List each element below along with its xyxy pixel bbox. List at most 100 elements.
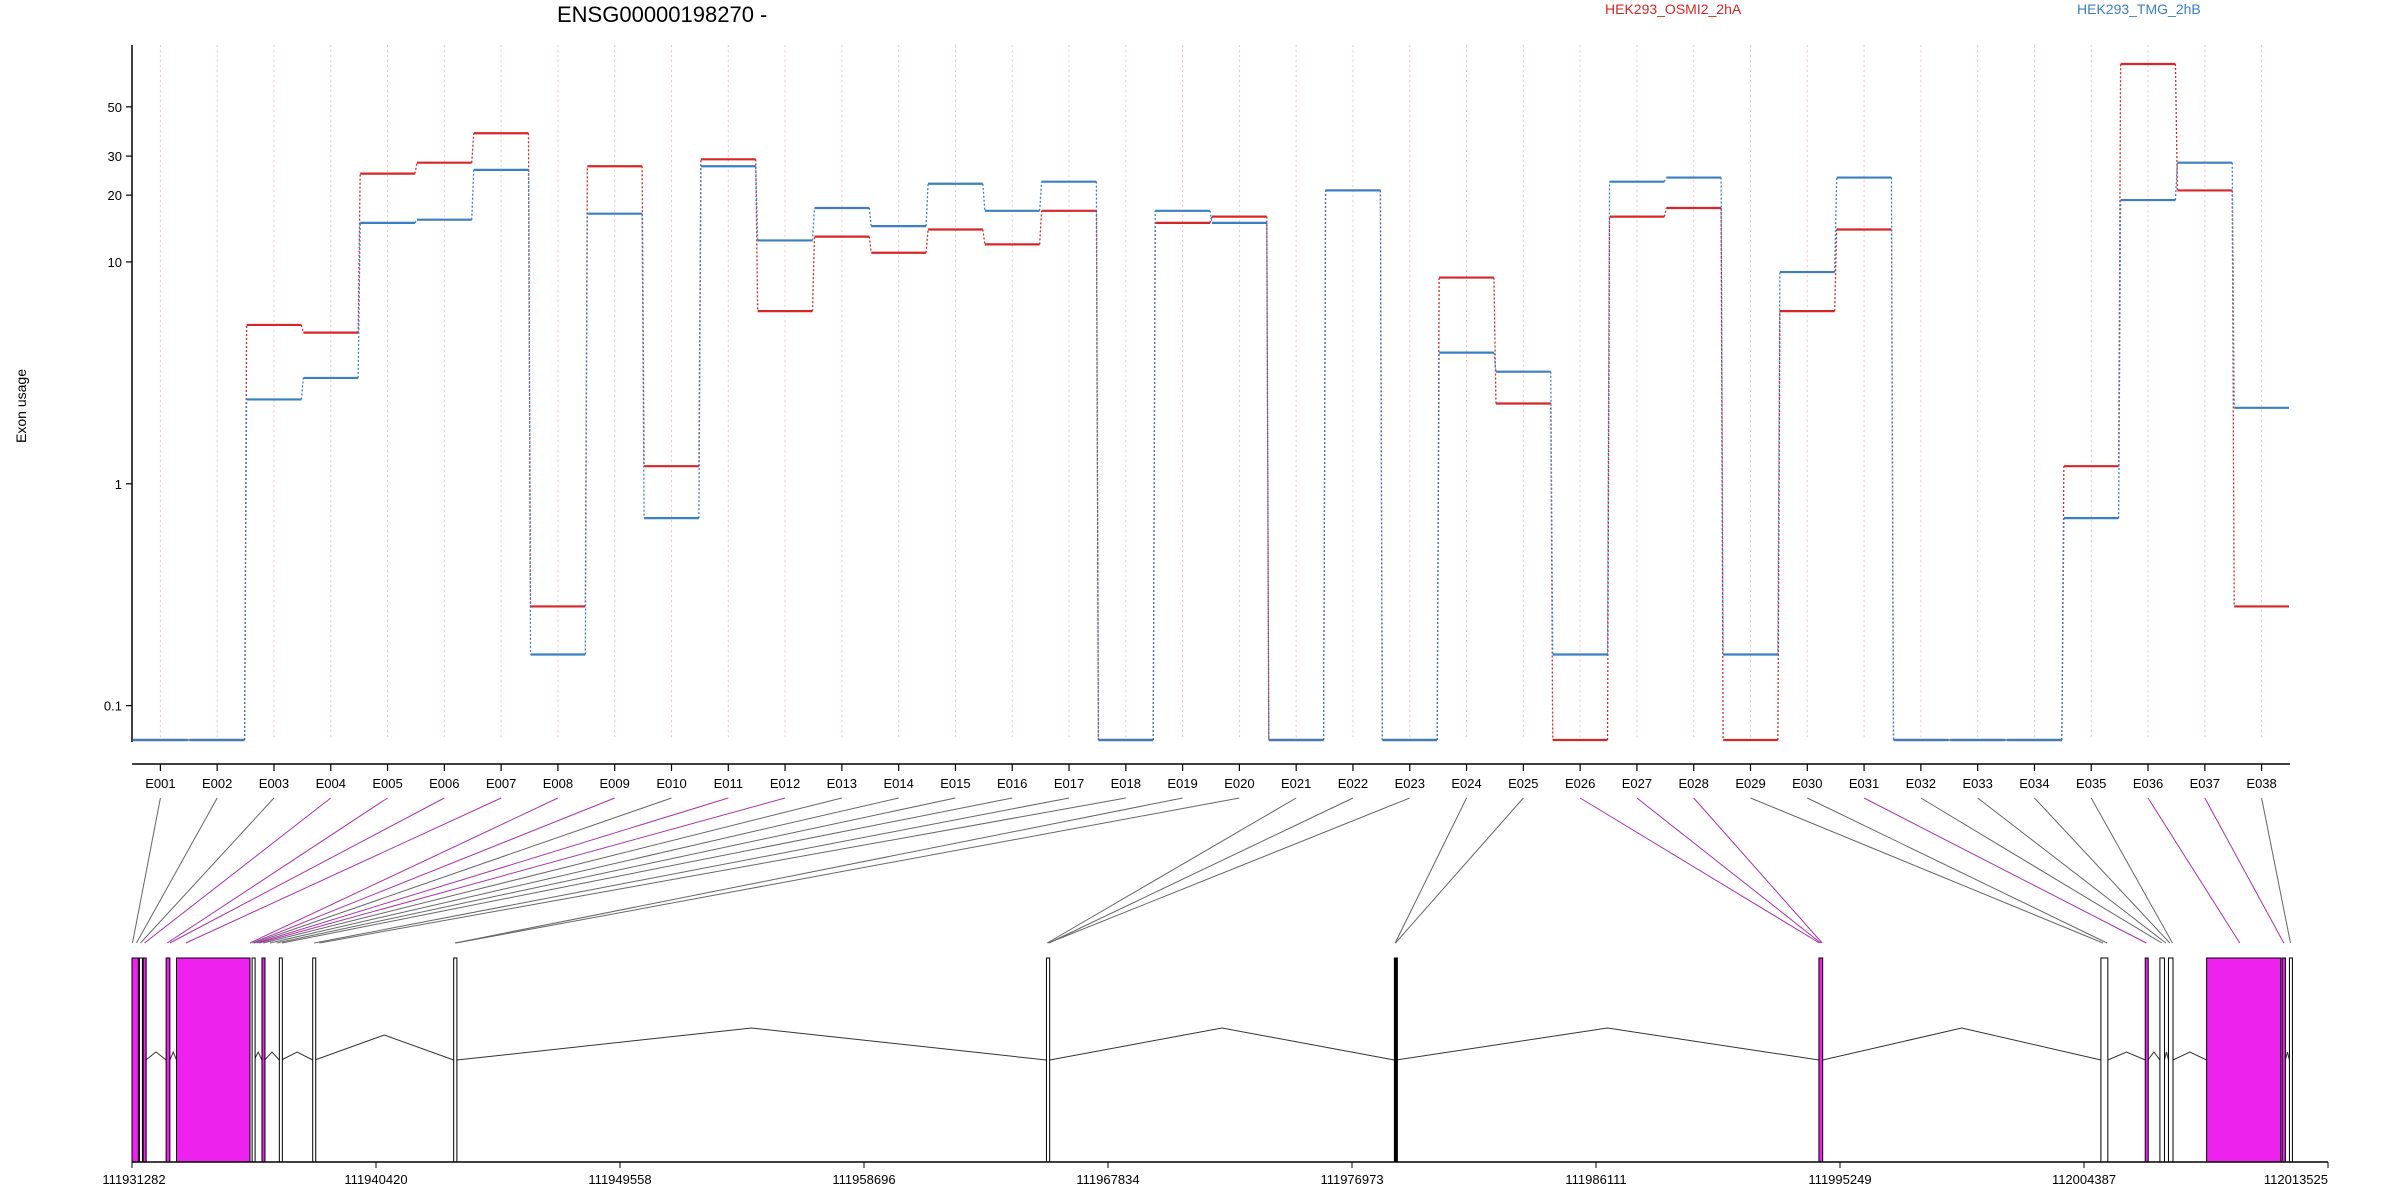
- exon-connector: [1863, 797, 2147, 944]
- exon-connector: [456, 797, 1240, 944]
- exon-connector: [185, 797, 502, 944]
- x-tick-label: E029: [1735, 776, 1765, 791]
- intron: [456, 1027, 1047, 1061]
- series-2-link: [1890, 177, 1895, 741]
- series-1-link: [982, 229, 986, 245]
- series-1-link: [357, 173, 361, 333]
- exon-connector: [1636, 797, 1822, 944]
- y-tick-label: 0.1: [104, 699, 122, 714]
- x-tick-label: E011: [714, 776, 743, 791]
- series-2-link: [1152, 210, 1156, 741]
- x-tick-label: E026: [1565, 776, 1595, 791]
- genomic-tick-label: 112004387: [2052, 1172, 2116, 1187]
- x-tick-label: E022: [1338, 776, 1368, 791]
- series-2-link: [868, 207, 872, 227]
- series-1-link: [1038, 210, 1043, 245]
- x-tick-label: E034: [2019, 776, 2049, 791]
- series-1-link: [925, 229, 929, 253]
- gene-model: [131, 957, 2293, 1163]
- legend-series-1: HEK293_OSMI2_2hA: [1605, 1, 1742, 17]
- series-2-link: [698, 166, 702, 519]
- exon-block: [131, 957, 139, 1163]
- intron: [169, 1050, 177, 1061]
- exon-connector: [131, 797, 161, 944]
- exon-connector: [1693, 797, 1823, 944]
- series-1-link: [1834, 229, 1838, 312]
- exon-connector: [249, 797, 559, 944]
- exon-block: [278, 957, 283, 1163]
- series-2-link: [1436, 352, 1440, 741]
- x-tick-label: E004: [316, 776, 346, 791]
- intron: [145, 1051, 167, 1061]
- x-tick-label: E024: [1451, 776, 1481, 791]
- series-2-link: [925, 183, 929, 227]
- exon-block: [312, 957, 317, 1163]
- series-2-link: [414, 219, 418, 224]
- series-2-link: [1379, 190, 1384, 741]
- x-tick-label: E008: [543, 776, 573, 791]
- series-1-link: [868, 236, 872, 253]
- y-tick-label: 10: [108, 255, 122, 270]
- legend-series-2: HEK293_TMG_2hB: [2077, 1, 2201, 17]
- exon-connector: [1048, 797, 1410, 944]
- x-tick-label: E030: [1792, 776, 1822, 791]
- intron: [2172, 1051, 2207, 1061]
- exon-connector: [169, 797, 445, 944]
- exon-connector: [1807, 797, 2108, 944]
- x-tick-label: E013: [827, 776, 857, 791]
- series-2-link: [2231, 162, 2235, 408]
- exon-block: [2288, 957, 2293, 1163]
- exon-block: [2144, 957, 2149, 1163]
- intron: [2163, 1051, 2169, 1061]
- exon-block: [2167, 957, 2174, 1163]
- exon-block: [165, 957, 171, 1163]
- x-tick-label: E005: [372, 776, 402, 791]
- exon-connector: [2204, 797, 2285, 944]
- series-1-link: [1777, 311, 1781, 741]
- series-1: [133, 62, 2289, 742]
- intron: [314, 1034, 454, 1061]
- exon-connector: [281, 797, 1013, 944]
- x-tick-label: E009: [600, 776, 630, 791]
- x-tick-label: E012: [770, 776, 800, 791]
- series-2-link: [641, 213, 645, 519]
- genomic-axis: 111931282 111940420 111949558 111958696 1119…: [102, 1161, 2329, 1187]
- exon-connector: [2261, 797, 2291, 944]
- series-2-link: [300, 377, 305, 400]
- exon-connector: [2147, 797, 2241, 944]
- x-tick-label: E036: [2133, 776, 2163, 791]
- exon-connector: [144, 797, 332, 944]
- series-2-link: [527, 169, 532, 655]
- series-2-link: [2117, 200, 2122, 519]
- x-tick-label: E010: [656, 776, 686, 791]
- exon-connector: [140, 797, 275, 944]
- x-tick-label: E016: [997, 776, 1027, 791]
- exon-connectors: [131, 797, 2291, 944]
- exon-connector: [269, 797, 899, 944]
- series-2-link: [811, 207, 816, 241]
- series-layer: [133, 62, 2289, 742]
- exon-connector: [1047, 797, 1297, 944]
- exon-connector: [1750, 797, 2104, 944]
- x-tick-label: E017: [1054, 776, 1084, 791]
- series-2-link: [1663, 177, 1667, 182]
- series-1-link: [300, 324, 304, 333]
- series-2-link: [1720, 177, 1724, 655]
- series-2-link: [243, 399, 248, 741]
- genomic-tick-label: 111940420: [344, 1172, 407, 1187]
- axes: 0.1 1 10 20 30 50 E001 E002 E003 E004 E005 E006 E007…: [104, 45, 2290, 791]
- series-2-link: [2061, 518, 2065, 741]
- series-1-link: [1663, 207, 1667, 217]
- exon-connector: [1920, 797, 2163, 944]
- exon-connector: [252, 797, 615, 944]
- genomic-tick-label: 111976973: [1320, 1172, 1383, 1187]
- exon-connector: [166, 797, 388, 944]
- y-axis-label: Exon usage: [13, 369, 29, 443]
- genomic-tick-label: 112013525: [2264, 1172, 2328, 1187]
- intron: [264, 1051, 280, 1061]
- x-tick-label: E037: [2190, 776, 2220, 791]
- exon-block: [2281, 957, 2286, 1163]
- series-2-link: [982, 183, 986, 211]
- exon-connector: [319, 797, 1126, 944]
